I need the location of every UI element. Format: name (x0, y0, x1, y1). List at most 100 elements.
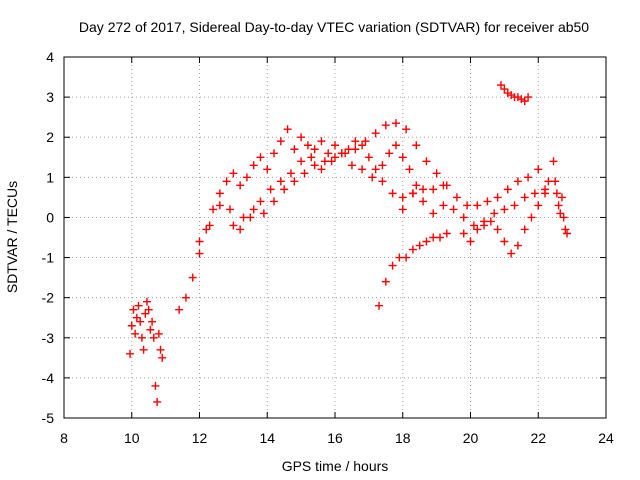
x-tick-label: 24 (598, 430, 614, 446)
data-point (483, 197, 492, 206)
data-point (256, 153, 265, 162)
data-point (556, 209, 565, 218)
data-point (469, 221, 478, 230)
data-point (429, 185, 438, 194)
data-point (249, 205, 258, 214)
data-point (146, 325, 155, 334)
x-tick-label: 8 (60, 430, 68, 446)
data-point (385, 149, 394, 158)
data-point (310, 161, 319, 170)
data-point (132, 313, 141, 322)
data-point (524, 173, 533, 182)
data-point (439, 201, 448, 210)
data-point (429, 209, 438, 218)
data-point (195, 237, 204, 246)
data-point (317, 165, 326, 174)
y-tick-label: -1 (42, 250, 55, 266)
data-point (341, 149, 350, 158)
data-point (371, 129, 380, 138)
data-point (153, 397, 162, 406)
data-point (188, 273, 197, 282)
data-point (358, 141, 367, 150)
data-point (129, 305, 138, 314)
data-point (246, 213, 255, 222)
data-point (368, 173, 377, 182)
series-pass-h (549, 157, 572, 238)
data-point (276, 177, 285, 186)
data-point (378, 177, 387, 186)
data-point (249, 161, 258, 170)
x-axis-label: GPS time / hours (282, 458, 389, 474)
data-point (375, 301, 384, 310)
data-point (256, 197, 265, 206)
data-point (520, 97, 529, 106)
data-point (142, 297, 151, 306)
data-point (280, 185, 289, 194)
data-point (236, 225, 245, 234)
data-point (493, 193, 502, 202)
data-point (151, 381, 160, 390)
series-pass-b (195, 149, 448, 246)
data-point (503, 185, 512, 194)
data-point (398, 153, 407, 162)
series-pass-c (229, 119, 553, 230)
data-point (351, 137, 360, 146)
data-point (513, 241, 522, 250)
series-pass-g (496, 81, 533, 106)
data-point (459, 213, 468, 222)
data-point (205, 221, 214, 230)
data-point (144, 305, 153, 314)
series-pass-f (459, 189, 550, 258)
data-point (419, 185, 428, 194)
data-point (344, 145, 353, 154)
data-point (552, 189, 561, 198)
data-point (405, 165, 414, 174)
data-point (422, 237, 431, 246)
data-point (463, 201, 472, 210)
series-pass-a (175, 125, 421, 314)
data-point (398, 193, 407, 202)
grid-lines (64, 57, 606, 418)
data-point (527, 213, 536, 222)
data-point (563, 229, 572, 238)
data-point (557, 193, 566, 202)
data-point (358, 165, 367, 174)
data-point (459, 229, 468, 238)
data-point (452, 193, 461, 202)
y-tick-label: -4 (42, 370, 55, 386)
data-point (419, 197, 428, 206)
data-point (290, 177, 299, 186)
data-point (215, 201, 224, 210)
data-point (310, 145, 319, 154)
data-point (507, 249, 516, 258)
y-tick-label: -5 (42, 410, 55, 426)
y-tick-label: 4 (46, 49, 54, 65)
data-point (432, 169, 441, 178)
data-point (331, 141, 339, 150)
data-point (136, 317, 145, 326)
data-point (154, 329, 163, 338)
y-tick-label: -2 (42, 290, 55, 306)
data-point (361, 137, 370, 146)
data-point (429, 233, 438, 242)
data-point (473, 225, 482, 234)
series-early-cluster (126, 297, 167, 406)
data-point (149, 333, 158, 342)
data-point (148, 317, 157, 326)
data-point (530, 189, 539, 198)
data-point (297, 133, 306, 142)
chart-title: Day 272 of 2017, Sidereal Day-to-day VTE… (79, 19, 589, 35)
data-point (422, 157, 431, 166)
data-point (297, 157, 306, 166)
data-point (408, 189, 417, 198)
data-point (466, 237, 475, 246)
data-point (544, 177, 553, 186)
data-points (126, 81, 572, 406)
data-point (351, 145, 360, 154)
data-point (520, 193, 529, 202)
data-point (270, 149, 279, 158)
data-point (442, 181, 451, 190)
data-point (415, 241, 424, 250)
data-point (259, 209, 268, 218)
data-point (490, 209, 499, 218)
